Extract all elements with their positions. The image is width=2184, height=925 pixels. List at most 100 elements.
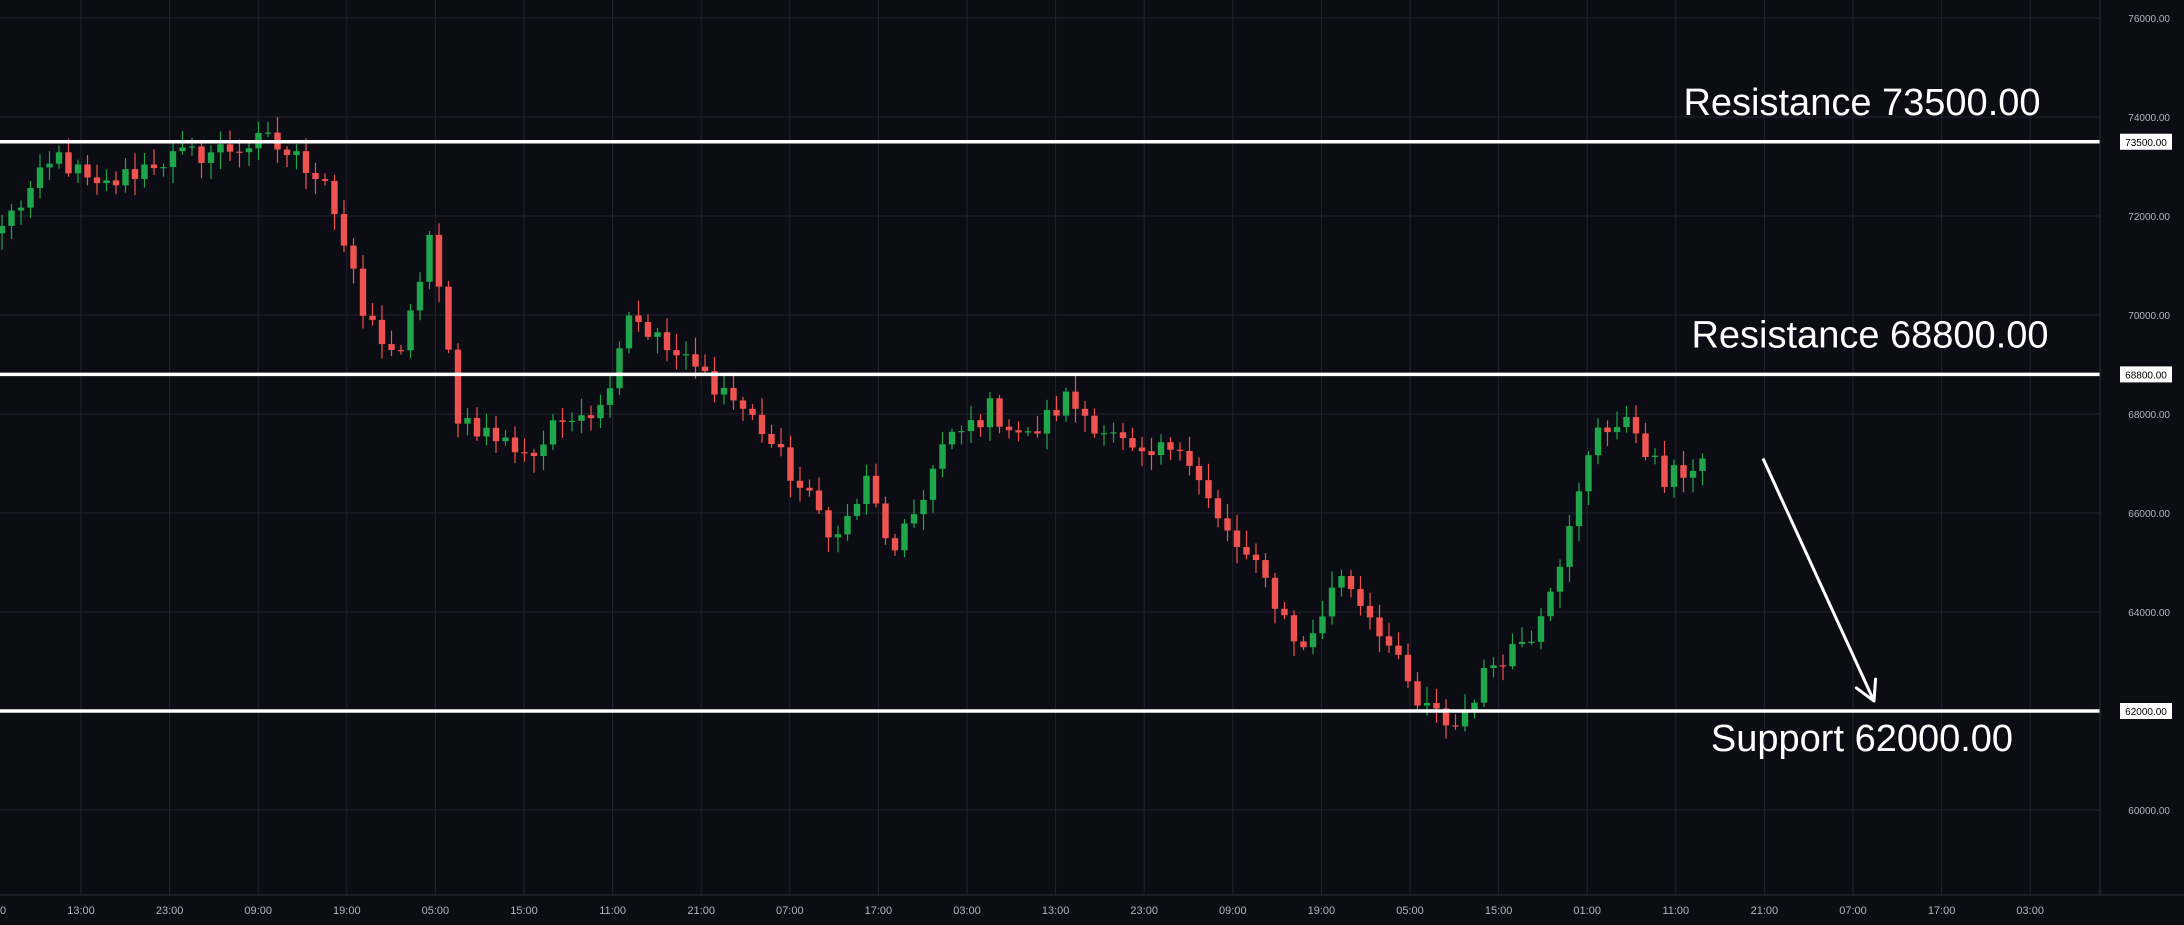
candle-body	[948, 431, 956, 445]
candle-body	[112, 180, 120, 186]
candle-body	[492, 427, 500, 442]
candle-down	[663, 318, 671, 362]
candle-body	[1452, 725, 1459, 727]
candle-body	[1471, 702, 1478, 711]
candle-up	[1062, 387, 1070, 422]
candle-body	[825, 510, 832, 538]
candle-body	[1651, 455, 1659, 458]
candle-body	[882, 503, 889, 539]
candle-up	[245, 141, 253, 166]
candle-body	[378, 319, 386, 345]
candle-body	[435, 234, 443, 287]
candle-down	[1195, 457, 1203, 495]
candle-down	[93, 164, 101, 195]
candle-body	[1214, 498, 1222, 519]
candle-down	[302, 138, 310, 190]
candle-body	[939, 444, 946, 469]
candle-up	[1689, 459, 1697, 493]
candle-body	[169, 151, 177, 168]
candle-body	[359, 268, 367, 316]
candle-down	[1015, 421, 1022, 442]
candle-down	[996, 395, 1003, 434]
candle-down	[331, 174, 338, 230]
candle-body	[682, 354, 690, 356]
candle-down	[1091, 408, 1098, 438]
candle-down	[1148, 437, 1155, 471]
candle-down	[65, 138, 72, 177]
x-tick-label: 19:00	[333, 905, 361, 917]
candle-down	[1138, 436, 1146, 467]
candle-body	[65, 152, 72, 174]
x-tick-label: 17:00	[865, 905, 893, 917]
candle-up	[46, 151, 53, 180]
projection-arrow-shaft[interactable]	[1761, 457, 1876, 702]
y-tick-label: 64000.00	[2128, 608, 2170, 619]
candle-body	[1243, 546, 1250, 555]
candle-body	[1100, 433, 1108, 435]
candle-body	[635, 315, 642, 322]
candle-down	[150, 149, 158, 175]
x-tick-label: 05:00	[422, 905, 450, 917]
candle-body	[863, 475, 870, 504]
candle-up	[407, 304, 414, 359]
candle-body	[806, 487, 813, 491]
candle-body	[217, 144, 224, 153]
candle-down	[768, 424, 775, 448]
candle-down	[872, 463, 880, 508]
candle-down	[445, 281, 452, 354]
candle-body	[578, 415, 585, 421]
time-axis[interactable]: 0 13:00 23:00 09:00 19:00 05:00 15:00 11:00 21:0…	[0, 894, 2184, 917]
candle-down	[321, 173, 329, 186]
candle-down	[226, 130, 234, 162]
candle-body	[1252, 554, 1260, 561]
level-price-badge	[2120, 133, 2172, 150]
candle-up	[1699, 453, 1706, 486]
candle-up	[1309, 619, 1317, 655]
candle-body	[397, 349, 405, 352]
candle-up	[1043, 399, 1051, 450]
candle-down	[1385, 622, 1393, 653]
candle-up	[1585, 451, 1592, 506]
candle-body	[0, 225, 6, 234]
candle-up	[1623, 405, 1630, 433]
candle-up	[578, 398, 585, 434]
candle-up	[1157, 434, 1165, 465]
candle-body	[93, 177, 101, 184]
candle-up	[416, 272, 424, 321]
candle-body	[1357, 589, 1364, 606]
candle-up	[654, 327, 661, 354]
candle-body	[1205, 480, 1212, 499]
candle-body	[654, 332, 661, 337]
candle-up	[1547, 587, 1554, 622]
candle-up	[483, 413, 490, 446]
candle-down	[692, 337, 699, 379]
candle-body	[1338, 575, 1345, 588]
candle-body	[853, 503, 861, 516]
candle-body	[787, 447, 794, 481]
candle-up	[502, 430, 509, 446]
candle-up	[1110, 422, 1117, 443]
candle-body	[1632, 417, 1640, 434]
candle-up	[910, 499, 918, 528]
candle-up	[720, 375, 728, 405]
candle-body	[530, 452, 538, 457]
candle-body	[1385, 636, 1393, 646]
candle-body	[920, 499, 927, 515]
candle-down	[473, 407, 481, 442]
candle-up	[549, 414, 557, 451]
candle-up	[967, 405, 975, 444]
candle-body	[958, 431, 965, 433]
candle-down	[378, 305, 386, 359]
candle-body	[1233, 530, 1241, 547]
candle-down	[559, 408, 566, 438]
candle-up	[103, 169, 110, 191]
candle-down	[1233, 514, 1241, 564]
candle-body	[996, 398, 1003, 427]
candle-up	[568, 412, 576, 432]
candle-up	[1480, 659, 1488, 708]
candle-down	[882, 496, 889, 545]
candle-up	[1490, 657, 1497, 678]
candle-body	[568, 420, 576, 423]
x-tick-label: 09:00	[244, 905, 272, 917]
candle-down	[1414, 672, 1421, 710]
